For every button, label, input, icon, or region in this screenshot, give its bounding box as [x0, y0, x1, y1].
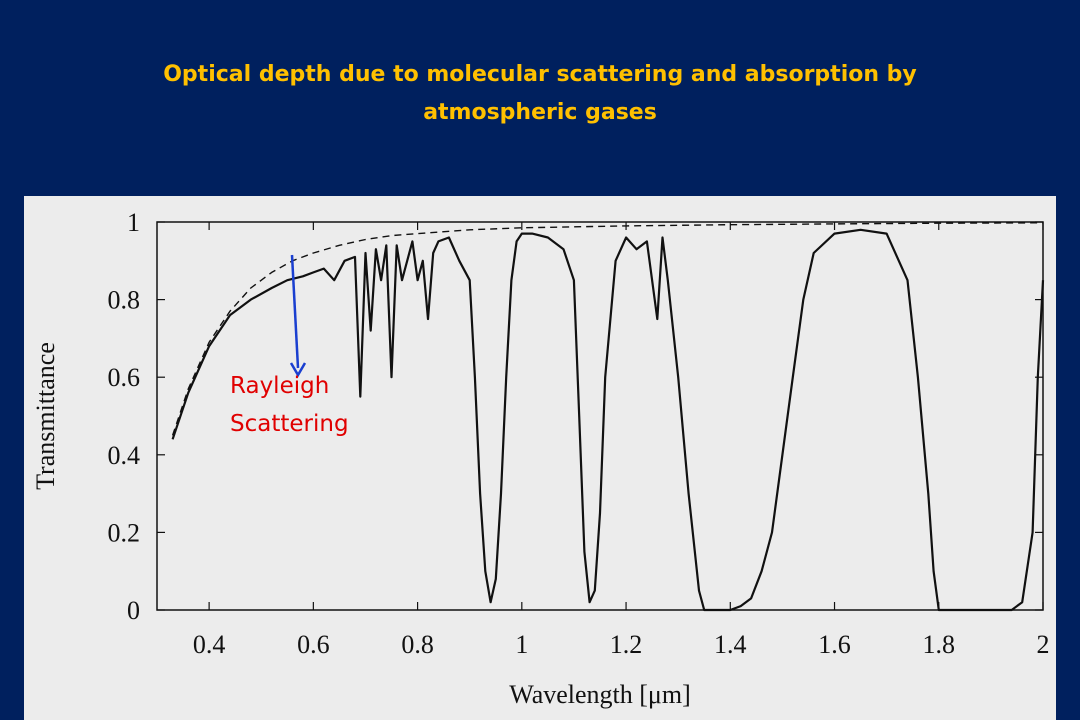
y-tick-label: 0.2	[108, 518, 141, 547]
x-tick-label: 0.4	[193, 630, 226, 659]
series-line-rayleigh-dashed	[171, 222, 1044, 436]
y-axis-label: Transmittance	[31, 342, 60, 490]
axis-ticks: 0.4 0.6 0.8 1 1.2 1.4 1.6 1.8 2 0 0.2 0.4 0.6 0.8 1	[108, 208, 1050, 659]
y-tick-label: 0	[127, 596, 140, 625]
y-tick-label: 0.8	[108, 286, 141, 315]
rayleigh-arrowhead	[289, 362, 307, 378]
slide-title-text: Optical depth due to molecular scatterin…	[163, 62, 917, 125]
x-tick-label: 2	[1037, 630, 1050, 659]
slide-title: Optical depth due to molecular scatterin…	[90, 56, 990, 132]
x-tick-label: 1.2	[610, 630, 643, 659]
x-tick-label: 1	[515, 630, 528, 659]
rayleigh-arrow	[290, 254, 300, 369]
series-line-transmittance	[171, 228, 1045, 612]
x-tick-label: 1.8	[923, 630, 956, 659]
x-tick-label: 1.6	[818, 630, 851, 659]
y-tick-label: 0.6	[108, 363, 141, 392]
x-axis-label: Wavelength [μm]	[509, 680, 691, 709]
x-tick-label: 0.8	[401, 630, 434, 659]
x-tick-label: 0.6	[297, 630, 330, 659]
annotation-rayleigh: Rayleigh	[230, 373, 329, 399]
x-tick-label: 1.4	[714, 630, 747, 659]
y-tick-label: 1	[127, 208, 140, 237]
plot-frame	[156, 221, 1044, 611]
series-group	[171, 222, 1045, 612]
figure-panel	[24, 196, 1056, 720]
y-tick-label: 0.4	[108, 441, 141, 470]
annotation-scattering: Scattering	[230, 411, 349, 437]
